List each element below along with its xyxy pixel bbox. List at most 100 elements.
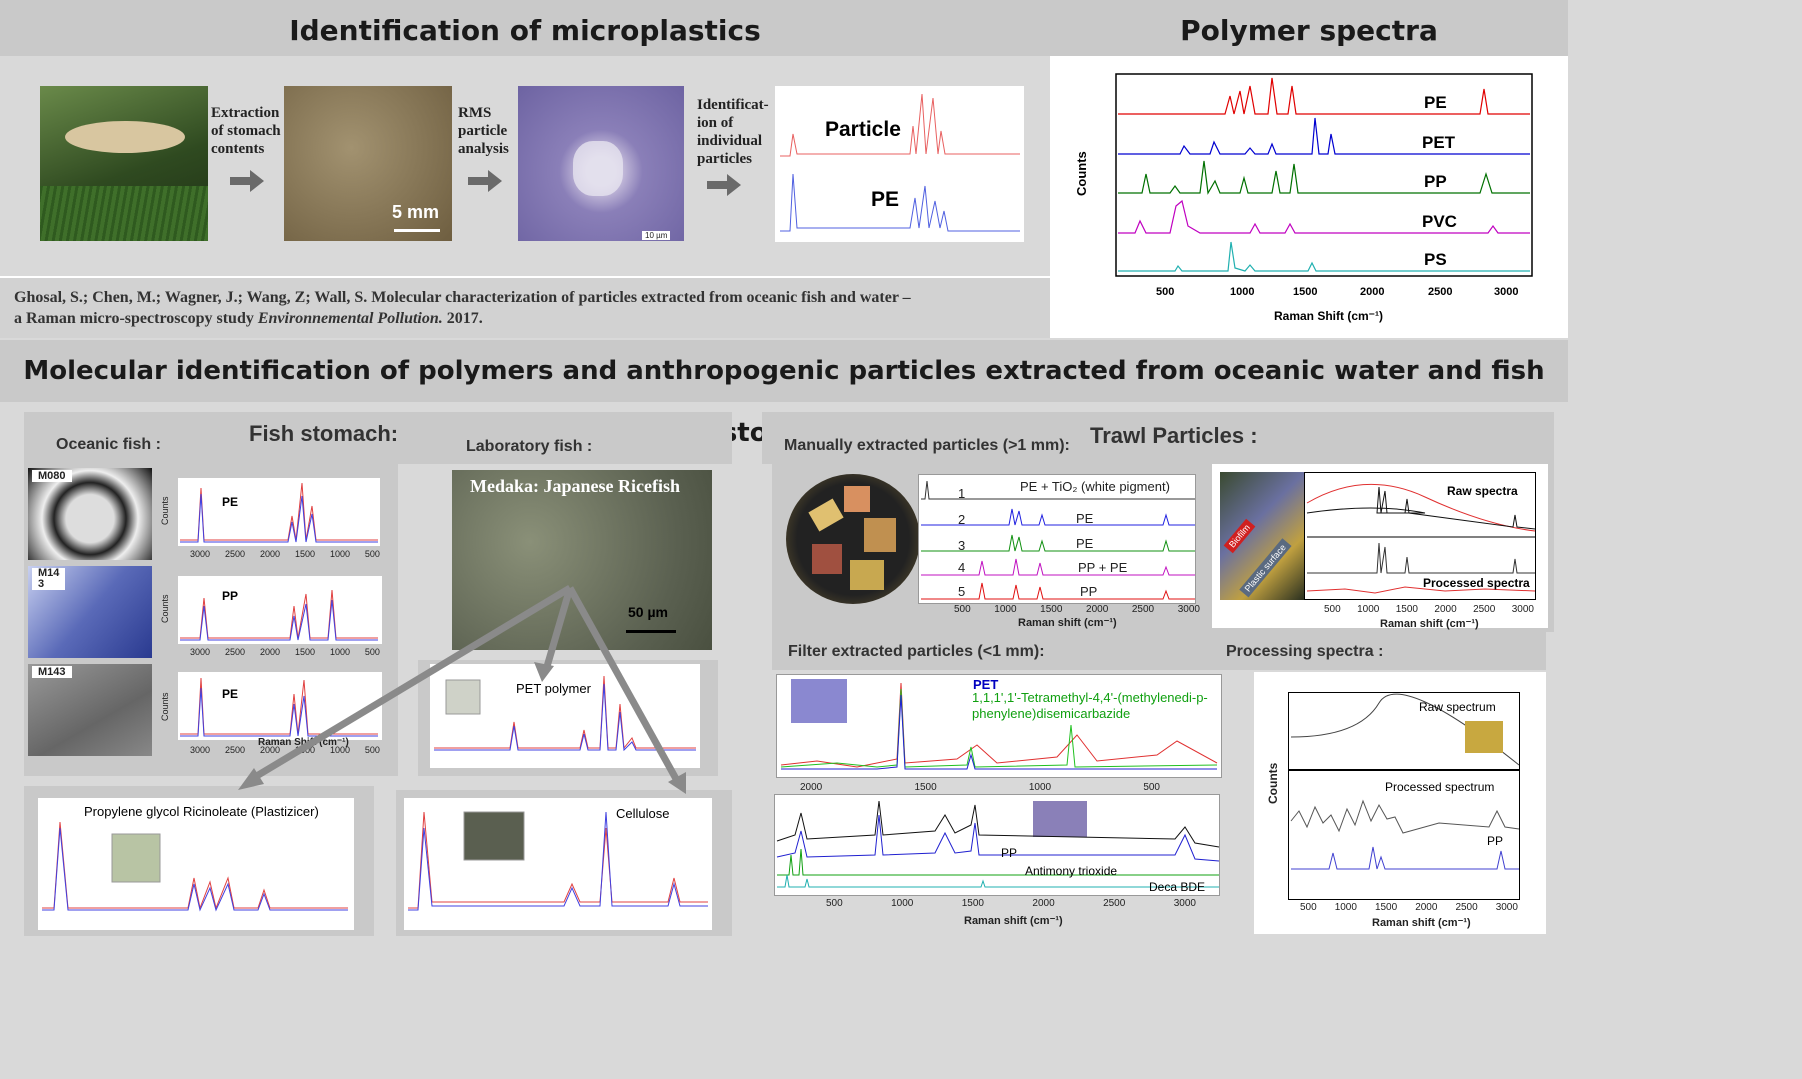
arrow-right-icon — [707, 174, 741, 196]
series-label-pvc: PVC — [1422, 212, 1457, 231]
citation-journal: Environnemental Pollution. — [257, 310, 443, 327]
polymer-chart: PE PET PP PVC PS Counts 500 1000 1500 20… — [1074, 73, 1533, 323]
manual-num-5: 5 — [958, 584, 966, 599]
arrow-right-icon — [230, 170, 264, 192]
biofilm-tag: Biofilm — [1223, 518, 1256, 554]
processing-ticks: 500 1000 1500 2000 2500 3000 — [1300, 902, 1518, 913]
particles-dish-photo — [786, 474, 920, 604]
medaka-micrograph: Medaka: Japanese Ricefish 50 µm — [452, 470, 712, 650]
tick: 1000 — [329, 549, 350, 559]
filter-xlabel: Raman shift (cm⁻¹) — [964, 915, 1063, 927]
tick: 3000 — [1173, 898, 1196, 909]
spectrum-svg: Cellulose — [408, 806, 708, 911]
tick: 2500 — [224, 549, 246, 559]
manual-label-5: PP — [1080, 584, 1098, 599]
tick: 2500 — [1131, 604, 1155, 615]
tick: 1500 — [1040, 604, 1063, 615]
processed-spectra-label: Processed spectra — [1423, 576, 1530, 590]
processing-xlabel: Raman shift (cm⁻¹) — [1372, 917, 1471, 929]
tick: 500 — [1143, 782, 1160, 793]
particle-spectrum-box: Particle PE — [775, 86, 1024, 242]
manual-num-2: 2 — [958, 512, 966, 527]
biofilm-ticks: 500 1000 1500 2000 2500 3000 — [1324, 604, 1534, 615]
pp-series — [1118, 160, 1530, 195]
stomach-content-photo: 5 mm — [284, 86, 452, 241]
tick: 2000 — [259, 549, 280, 559]
cellulose-label: Cellulose — [616, 806, 669, 821]
tick: 1000 — [329, 745, 350, 755]
fish-stomach-title: Fish stomach: — [249, 421, 399, 446]
raman-shift-label: Raman Shift (cm⁻¹) — [258, 737, 349, 748]
manual-num-4: 4 — [958, 560, 966, 575]
ticks-row-1: 3000 2500 2000 1500 1000 500 — [190, 549, 380, 559]
processing-counts: Counts — [1266, 762, 1280, 804]
tick: 500 — [826, 898, 843, 909]
scale-5mm: 5 mm — [392, 202, 440, 222]
pet-polymer-label: PET polymer — [516, 681, 592, 696]
spectrum-svg: PET — [780, 677, 1218, 770]
tick: 2500 — [1473, 604, 1496, 615]
tick: 1000 — [1357, 604, 1380, 615]
ps-series — [1118, 241, 1530, 272]
plasticizer-label: Propylene glycol Ricinoleate (Plastizice… — [84, 804, 319, 819]
polymer-header: Polymer spectra — [1050, 0, 1568, 56]
step1-label: Extraction of stomach contents — [211, 105, 281, 157]
plastic-surface-tag: Plastic surface — [1239, 538, 1292, 598]
cellulose-spectrum: Cellulose — [404, 798, 712, 930]
biofilm-photo: Biofilm Plastic surface — [1220, 472, 1304, 600]
tick: 2500 — [224, 647, 246, 657]
arrow-right-icon — [468, 170, 502, 192]
tick: 1000 — [1334, 902, 1357, 913]
spectrum-svg: PET polymer — [434, 675, 696, 752]
filter-spectrum-bottom: PP Antimony trioxide Deca BDE — [774, 794, 1220, 896]
sample-spectrum-1: PE — [178, 478, 380, 546]
series-label-ps: PS — [1424, 250, 1447, 269]
filter-bottom-ticks: 500 1000 1500 2000 2500 3000 — [826, 898, 1196, 909]
microplastics-header: Identification of microplastics — [0, 0, 1050, 56]
fish-header — [24, 412, 732, 464]
middle-title-band: Molecular identification of polymers and… — [0, 340, 1568, 448]
polymer-title: Polymer spectra — [1180, 14, 1438, 47]
tick: 3000 — [1495, 902, 1518, 913]
processed-spectrum-box: Processed spectrum PP — [1288, 770, 1520, 900]
tick: 1500 — [961, 898, 984, 909]
filter-header — [772, 632, 1546, 670]
tick: 1500 — [294, 647, 315, 657]
tick: 1000 — [994, 604, 1017, 615]
scale-bar — [626, 630, 676, 633]
tick: 2000 — [1086, 604, 1109, 615]
sample-id: M143 — [32, 666, 72, 678]
tick: 2500 — [1103, 898, 1126, 909]
citation-line-a: Ghosal, S.; Chen, M.; Wagner, J.; Wang, … — [14, 289, 911, 306]
compound-label: 1,1,1',1'-Tetramethyl-4,4'-(methylenedi-… — [972, 690, 1208, 721]
filter-spectrum-top: PET — [776, 674, 1222, 778]
series-label-pet: PET — [1422, 133, 1456, 152]
weeds — [40, 186, 208, 241]
filter-top-ticks: 2000 1500 1000 500 — [800, 782, 1160, 793]
tick: 500 — [364, 549, 380, 559]
tick: 500 — [364, 745, 380, 755]
medaka-arrows — [238, 584, 686, 794]
tick: 2000 — [259, 647, 280, 657]
workflow-panel: Extraction of stomach contents 5 mm RMS … — [0, 56, 1050, 276]
sample-image-m143b: M143 — [28, 664, 152, 756]
citation-line-b: a Raman micro-spectroscopy study — [14, 310, 258, 327]
sample-id: M14 3 — [32, 568, 66, 590]
scale-50um: 50 µm — [628, 604, 668, 620]
scale-bar — [394, 229, 440, 232]
processing-label: Processing spectra : — [1226, 643, 1384, 660]
polymer-chart-panel: PE PET PP PVC PS Counts 500 1000 1500 20… — [1050, 56, 1568, 338]
raw-spectrum-label: Raw spectrum — [1419, 700, 1496, 714]
particle-blob — [573, 141, 623, 196]
tick: 1000 — [891, 898, 914, 909]
step2-label: RMS particle analysis — [458, 105, 509, 157]
oceanic-fish-label: Oceanic fish : — [56, 436, 161, 453]
processed-pp-label: PP — [1487, 834, 1503, 848]
raw-spectrum-box: Raw spectrum — [1288, 692, 1520, 770]
manual-num-3: 3 — [958, 538, 966, 553]
tick: 2500 — [224, 745, 246, 755]
tick-2000: 2000 — [1360, 286, 1384, 298]
particle-5 — [864, 518, 896, 552]
trawl-header — [762, 412, 1554, 464]
counts-label: Counts — [160, 496, 170, 525]
